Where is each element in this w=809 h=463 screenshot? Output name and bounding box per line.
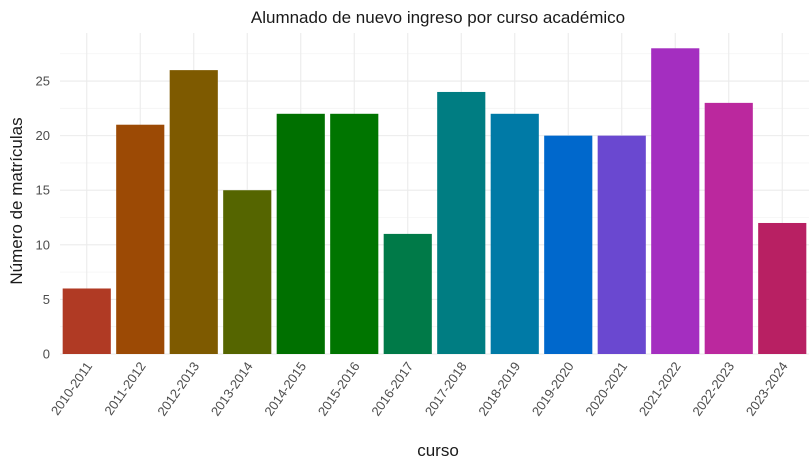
x-tick-label: 2017-2018	[422, 359, 470, 419]
y-tick-label: 20	[36, 128, 50, 143]
bar-2019-2020	[544, 135, 593, 354]
y-tick-label: 10	[36, 237, 50, 252]
x-tick-label: 2012-2013	[154, 359, 202, 419]
x-tick-label: 2020-2021	[582, 359, 630, 419]
chart-title: Alumnado de nuevo ingreso por curso acad…	[251, 8, 625, 27]
bar-2020-2021	[597, 135, 646, 354]
bar-2017-2018	[437, 91, 486, 355]
bar-2014-2015	[276, 113, 325, 354]
x-tick-label: 2013-2014	[208, 359, 256, 419]
y-tick-label: 15	[36, 183, 50, 198]
y-axis-ticks: 0 5 10 15 20 25	[36, 74, 50, 362]
bar-2010-2011	[62, 288, 111, 354]
bar-2011-2012	[116, 124, 165, 354]
x-tick-label: 2015-2016	[315, 359, 363, 419]
bars	[62, 48, 807, 355]
bar-2021-2022	[651, 48, 700, 355]
bar-2013-2014	[223, 190, 272, 354]
bar-2023-2024	[758, 222, 807, 354]
y-tick-label: 25	[36, 74, 50, 89]
x-axis-ticks: 2010-2011 2011-2012 2012-2013 2013-2014 2014…	[48, 359, 791, 419]
x-tick-label: 2021-2022	[636, 359, 684, 419]
bar-2022-2023	[704, 102, 753, 354]
x-tick-label: 2014-2015	[261, 359, 309, 419]
y-tick-label: 5	[43, 292, 50, 307]
bar-2016-2017	[383, 233, 432, 354]
x-tick-label: 2016-2017	[368, 359, 416, 419]
y-axis-title: Número de matrículas	[7, 117, 26, 284]
bar-2012-2013	[169, 70, 218, 355]
bar-2015-2016	[330, 113, 379, 354]
x-axis-title: curso	[417, 441, 459, 460]
x-tick-label: 2023-2024	[743, 359, 791, 419]
x-tick-label: 2019-2020	[529, 359, 577, 419]
x-tick-label: 2010-2011	[48, 359, 95, 418]
x-tick-label: 2022-2023	[689, 359, 737, 419]
y-tick-label: 0	[43, 347, 50, 362]
x-tick-label: 2011-2012	[101, 359, 148, 418]
bar-2018-2019	[490, 113, 539, 354]
x-tick-label: 2018-2019	[475, 359, 523, 419]
